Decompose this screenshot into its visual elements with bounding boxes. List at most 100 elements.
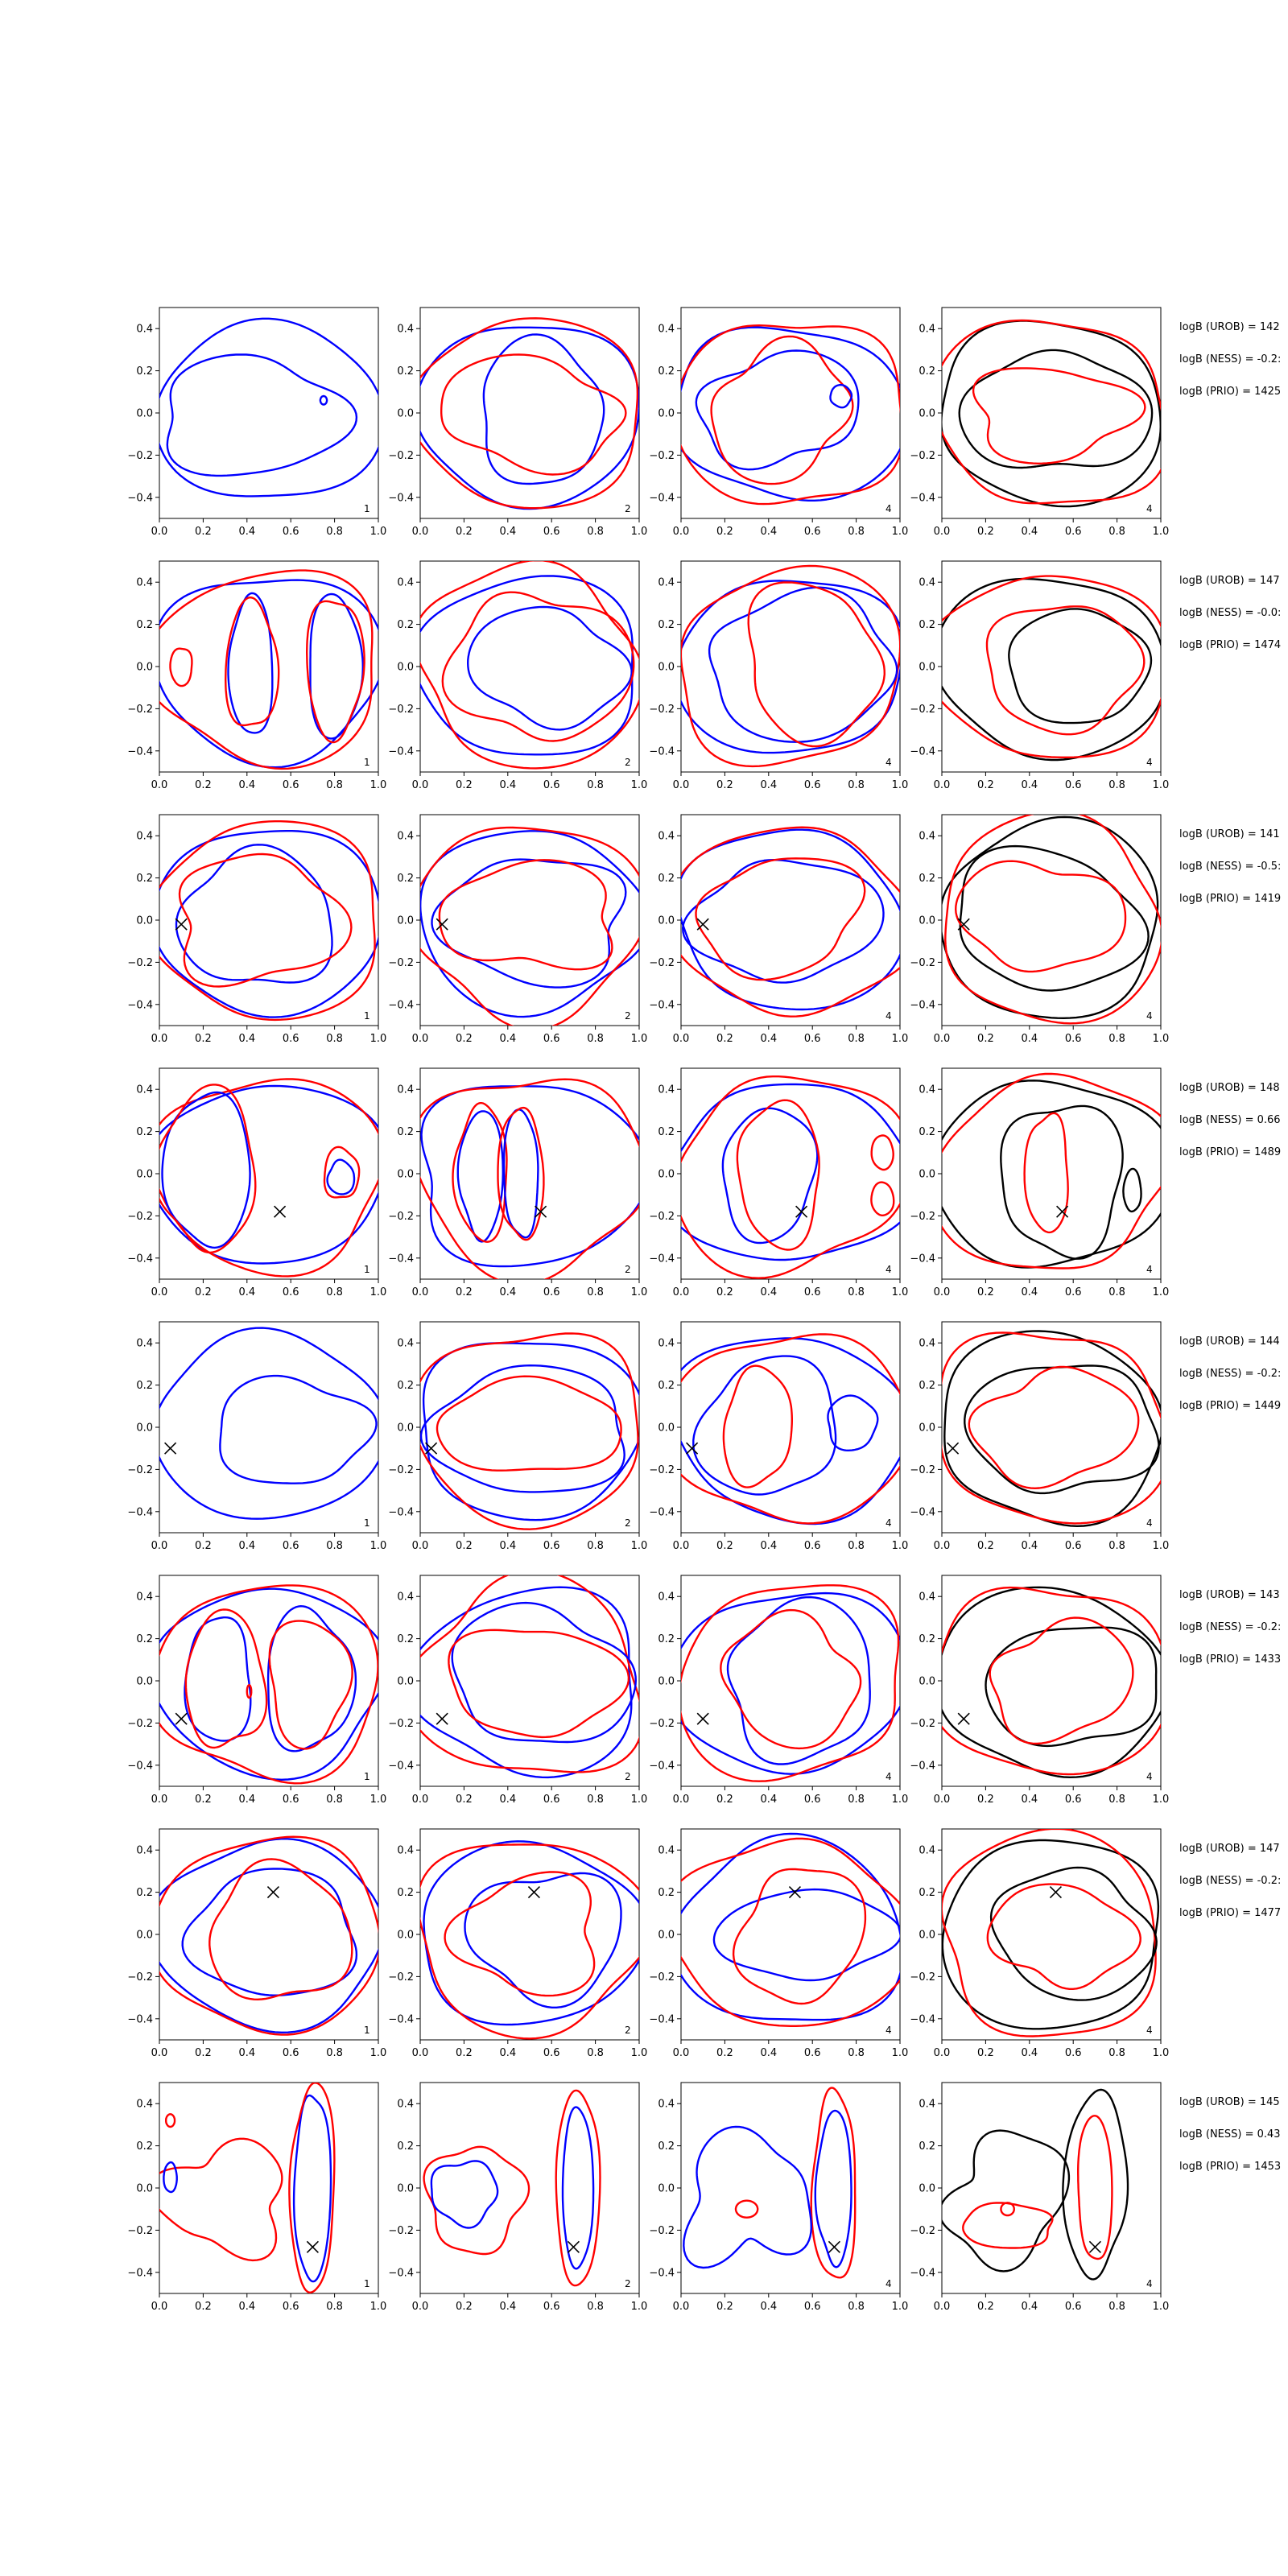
x-tick-label: 1.0: [1153, 2301, 1170, 2313]
y-tick-label: 0.2: [397, 1126, 414, 1138]
x-tick-label: 0.0: [151, 1286, 168, 1298]
red-contour: [1077, 2115, 1113, 2260]
blue-contour: [431, 858, 627, 989]
y-tick-label: 0.4: [136, 831, 153, 843]
red-contour: [306, 600, 365, 744]
x-tick-label: 0.4: [760, 1033, 777, 1045]
y-tick-label: −0.4: [127, 492, 153, 504]
x-tick-label: 0.4: [499, 1286, 516, 1298]
y-tick-label: −0.2: [127, 957, 153, 969]
logb-annotation: logB (PRIO) = 1449: [1179, 1400, 1281, 1412]
x-tick-label: 0.4: [499, 779, 516, 791]
y-tick-label: 0.4: [397, 831, 414, 843]
logb-annotation: logB (UROB) = 147: [1179, 575, 1280, 587]
x-tick-label: 0.2: [195, 779, 212, 791]
axes-frame: [159, 1321, 379, 1534]
black-contour: [1000, 1104, 1124, 1260]
y-tick-label: −0.4: [127, 1506, 153, 1518]
y-tick-label: −0.2: [388, 1718, 414, 1730]
y-tick-label: 0.2: [658, 873, 675, 885]
x-tick-label: 0.0: [412, 2301, 429, 2313]
panel-r8-c1: 1 0.0 0.2 0.4 0.6 0.8 1.0 −0.4 −0.2 0.0 0.2 0.4: [127, 2082, 386, 2313]
y-tick-label: 0.0: [136, 915, 153, 927]
y-tick-label: 0.0: [658, 1422, 675, 1435]
panel-r7-c3: 4 0.0 0.2 0.4 0.6 0.8 1.0 −0.4 −0.2 0.0 0.2 0.4: [649, 1828, 908, 2059]
y-tick-label: −0.2: [910, 1211, 935, 1223]
panel-r1-c4: 4 0.0 0.2 0.4 0.6 0.8 1.0 −0.4 −0.2 0.0 0.2 0.4: [910, 307, 1169, 538]
y-tick-label: 0.4: [658, 1338, 675, 1350]
red-contour: [438, 859, 613, 971]
blue-contour: [482, 333, 605, 485]
red-contour: [420, 1078, 639, 1279]
panel-tag: 4: [1146, 757, 1153, 768]
red-contour: [720, 1608, 862, 1750]
black-contour: [989, 1866, 1158, 2001]
x-tick-label: 0.2: [977, 779, 994, 791]
y-tick-label: 0.4: [919, 1845, 935, 1857]
panel-r5-c3: 4 0.0 0.2 0.4 0.6 0.8 1.0 −0.4 −0.2 0.0 0.2 0.4: [649, 1321, 908, 1552]
y-tick-label: −0.2: [649, 2225, 675, 2237]
blue-contour: [464, 1872, 622, 2008]
red-contour: [497, 1106, 545, 1241]
x-tick-label: 0.4: [760, 1286, 777, 1298]
x-tick-label: 0.0: [412, 779, 429, 791]
blue-contour: [319, 394, 328, 406]
y-tick-label: 0.0: [136, 1930, 153, 1942]
panel-r1-c3: 4 0.0 0.2 0.4 0.6 0.8 1.0 −0.4 −0.2 0.0 0.2 0.4: [649, 307, 908, 538]
blue-contour: [467, 605, 633, 731]
x-tick-label: 0.0: [673, 1540, 690, 1552]
x-tick-label: 0.6: [543, 1033, 560, 1045]
y-tick-label: −0.2: [910, 957, 935, 969]
y-tick-label: −0.4: [388, 2013, 414, 2025]
x-tick-label: 0.0: [934, 1286, 951, 1298]
y-tick-label: −0.4: [388, 2267, 414, 2279]
axes-frame: [941, 2082, 1162, 2294]
x-tick-label: 0.6: [1065, 2301, 1082, 2313]
red-contour: [942, 319, 1161, 505]
x-tick-label: 1.0: [1153, 1286, 1170, 1298]
x-tick-label: 1.0: [1153, 1540, 1170, 1552]
y-tick-label: −0.4: [649, 2267, 675, 2279]
y-tick-label: 0.0: [919, 1169, 935, 1181]
black-contour: [942, 1080, 1161, 1269]
x-tick-label: 0.8: [1108, 1794, 1125, 1806]
y-tick-label: 0.2: [658, 619, 675, 631]
red-contour: [955, 860, 1127, 973]
x-tick-label: 0.2: [456, 1033, 473, 1045]
logb-annotation: logB (UROB) = 147: [1179, 1843, 1280, 1855]
marker-x: [535, 1205, 547, 1218]
x-tick-label: 1.0: [892, 1033, 909, 1045]
blue-contour: [266, 1605, 357, 1752]
logb-annotation: logB (NESS) = -0.2:: [1179, 353, 1281, 365]
y-tick-label: 0.2: [919, 1633, 935, 1645]
x-tick-label: 0.2: [977, 526, 994, 538]
red-contour: [440, 353, 627, 476]
x-tick-label: 0.0: [151, 2047, 168, 2059]
blue-contour: [692, 1355, 837, 1496]
y-tick-label: 0.2: [397, 1380, 414, 1392]
x-tick-label: 0.4: [760, 2301, 777, 2313]
x-tick-label: 0.2: [977, 2047, 994, 2059]
y-tick-label: 0.0: [397, 2183, 414, 2195]
x-tick-label: 0.2: [456, 526, 473, 538]
red-contour: [423, 2145, 530, 2256]
x-tick-label: 0.2: [456, 1286, 473, 1298]
red-contour: [942, 1829, 1157, 2037]
black-contour: [942, 577, 1161, 762]
y-tick-label: −0.4: [388, 999, 414, 1011]
axes-frame: [941, 1321, 1162, 1534]
logb-annotation: logB (NESS) = -0.2:: [1179, 1621, 1281, 1633]
red-contour: [444, 1871, 596, 1997]
red-contour: [420, 1332, 639, 1530]
axes-frame: [159, 2082, 379, 2294]
logb-annotation: logB (NESS) = -0.0:: [1179, 607, 1281, 619]
y-tick-label: 0.0: [919, 1930, 935, 1942]
panel-tag: 2: [625, 757, 631, 768]
logb-annotation: logB (UROB) = 143: [1179, 1589, 1280, 1601]
x-tick-label: 0.8: [848, 2047, 865, 2059]
y-tick-label: 0.4: [136, 1591, 153, 1604]
x-tick-label: 0.6: [543, 526, 560, 538]
y-tick-label: 0.4: [397, 1084, 414, 1096]
x-tick-label: 0.4: [760, 1540, 777, 1552]
x-tick-label: 0.2: [195, 2301, 212, 2313]
